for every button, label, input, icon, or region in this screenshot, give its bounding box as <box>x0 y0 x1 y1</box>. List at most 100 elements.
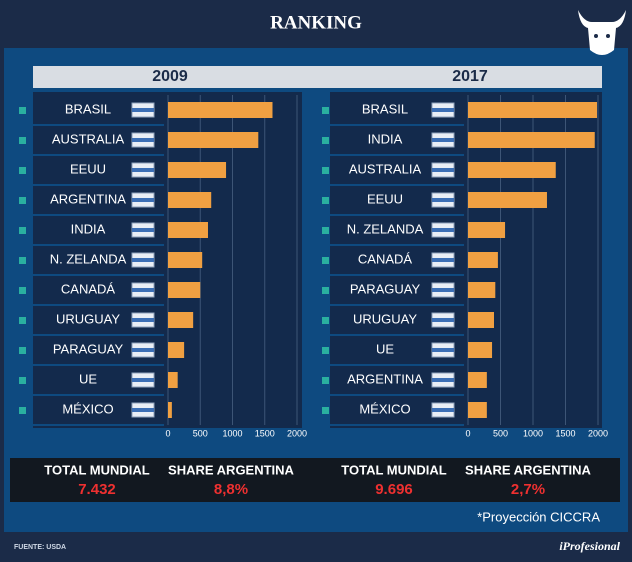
category-label: ARGENTINA <box>50 191 126 206</box>
flag <box>132 198 154 202</box>
bar <box>168 342 185 358</box>
bar <box>468 132 595 148</box>
bar <box>168 192 212 208</box>
stat-value: 2,7% <box>511 481 545 498</box>
category-label: PARAGUAY <box>350 281 421 296</box>
bar <box>468 372 487 388</box>
bull-icon <box>578 10 626 55</box>
category-label: INDIA <box>71 221 106 236</box>
flag <box>132 408 154 412</box>
row-marker <box>322 347 329 354</box>
flag <box>132 318 154 322</box>
flag <box>432 198 454 202</box>
x-tick-label: 2000 <box>287 428 307 438</box>
category-label: BRASIL <box>65 101 111 116</box>
bar <box>168 162 227 178</box>
row-marker <box>19 377 26 384</box>
bar <box>168 312 194 328</box>
category-label: BRASIL <box>362 101 408 116</box>
row-marker <box>19 257 26 264</box>
flag <box>432 108 454 112</box>
flag <box>432 228 454 232</box>
flag <box>432 168 454 172</box>
x-tick-label: 0 <box>465 428 470 438</box>
x-tick-label: 500 <box>493 428 508 438</box>
stat-label: SHARE ARGENTINA <box>168 462 295 477</box>
category-label: N. ZELANDA <box>50 251 127 266</box>
row-marker <box>19 167 26 174</box>
row-marker <box>19 407 26 414</box>
row-marker <box>322 317 329 324</box>
row-marker <box>19 287 26 294</box>
category-label: MÉXICO <box>62 401 113 416</box>
category-label: AUSTRALIA <box>52 131 125 146</box>
title: RANKING <box>270 12 362 33</box>
row-marker <box>322 197 329 204</box>
flag <box>132 228 154 232</box>
x-tick-label: 2000 <box>588 428 608 438</box>
category-label: INDIA <box>368 131 403 146</box>
category-label: ARGENTINA <box>347 371 423 386</box>
row-marker <box>19 317 26 324</box>
row-marker <box>19 227 26 234</box>
bar <box>168 132 259 148</box>
row-marker <box>19 107 26 114</box>
row-marker <box>322 107 329 114</box>
category-label: CANADÁ <box>358 251 413 266</box>
stat-label: TOTAL MUNDIAL <box>341 462 446 477</box>
stat-value: 8,8% <box>214 481 248 498</box>
flag <box>432 288 454 292</box>
flag <box>432 378 454 382</box>
bar <box>468 162 556 178</box>
year-label: 2017 <box>452 68 488 85</box>
flag <box>132 258 154 262</box>
flag <box>432 348 454 352</box>
year-label: 2009 <box>152 68 188 85</box>
flag <box>132 288 154 292</box>
category-label: UE <box>79 371 97 386</box>
bar <box>168 372 178 388</box>
row-marker <box>322 257 329 264</box>
category-label: MÉXICO <box>359 401 410 416</box>
flag <box>432 138 454 142</box>
bar <box>168 252 203 268</box>
bar <box>468 402 487 418</box>
flag <box>432 318 454 322</box>
row-marker <box>322 407 329 414</box>
stat-label: SHARE ARGENTINA <box>465 462 592 477</box>
category-label: AUSTRALIA <box>349 161 422 176</box>
bar <box>168 102 273 118</box>
note: *Proyección CICCRA <box>477 509 600 524</box>
row-marker <box>322 287 329 294</box>
flag <box>132 108 154 112</box>
category-label: N. ZELANDA <box>347 221 424 236</box>
source: FUENTE: USDA <box>14 544 66 551</box>
category-label: PARAGUAY <box>53 341 124 356</box>
year-header-bar <box>33 66 602 88</box>
row-marker <box>322 227 329 234</box>
bar <box>468 282 496 298</box>
x-tick-label: 1500 <box>555 428 575 438</box>
flag <box>132 138 154 142</box>
x-tick-label: 0 <box>165 428 170 438</box>
bar <box>468 342 493 358</box>
row-marker <box>19 137 26 144</box>
flag <box>132 348 154 352</box>
brand: iProfesional <box>559 539 620 553</box>
row-marker <box>322 167 329 174</box>
category-label: URUGUAY <box>353 311 417 326</box>
category-label: EEUU <box>367 191 403 206</box>
row-marker <box>322 137 329 144</box>
flag <box>432 408 454 412</box>
flag <box>432 258 454 262</box>
row-marker <box>19 347 26 354</box>
bar <box>468 252 498 268</box>
row-marker <box>19 197 26 204</box>
bar <box>468 222 506 238</box>
bar <box>168 282 201 298</box>
bar <box>168 222 208 238</box>
stat-value: 9.696 <box>375 481 413 498</box>
x-tick-label: 1000 <box>523 428 543 438</box>
bar <box>468 312 494 328</box>
